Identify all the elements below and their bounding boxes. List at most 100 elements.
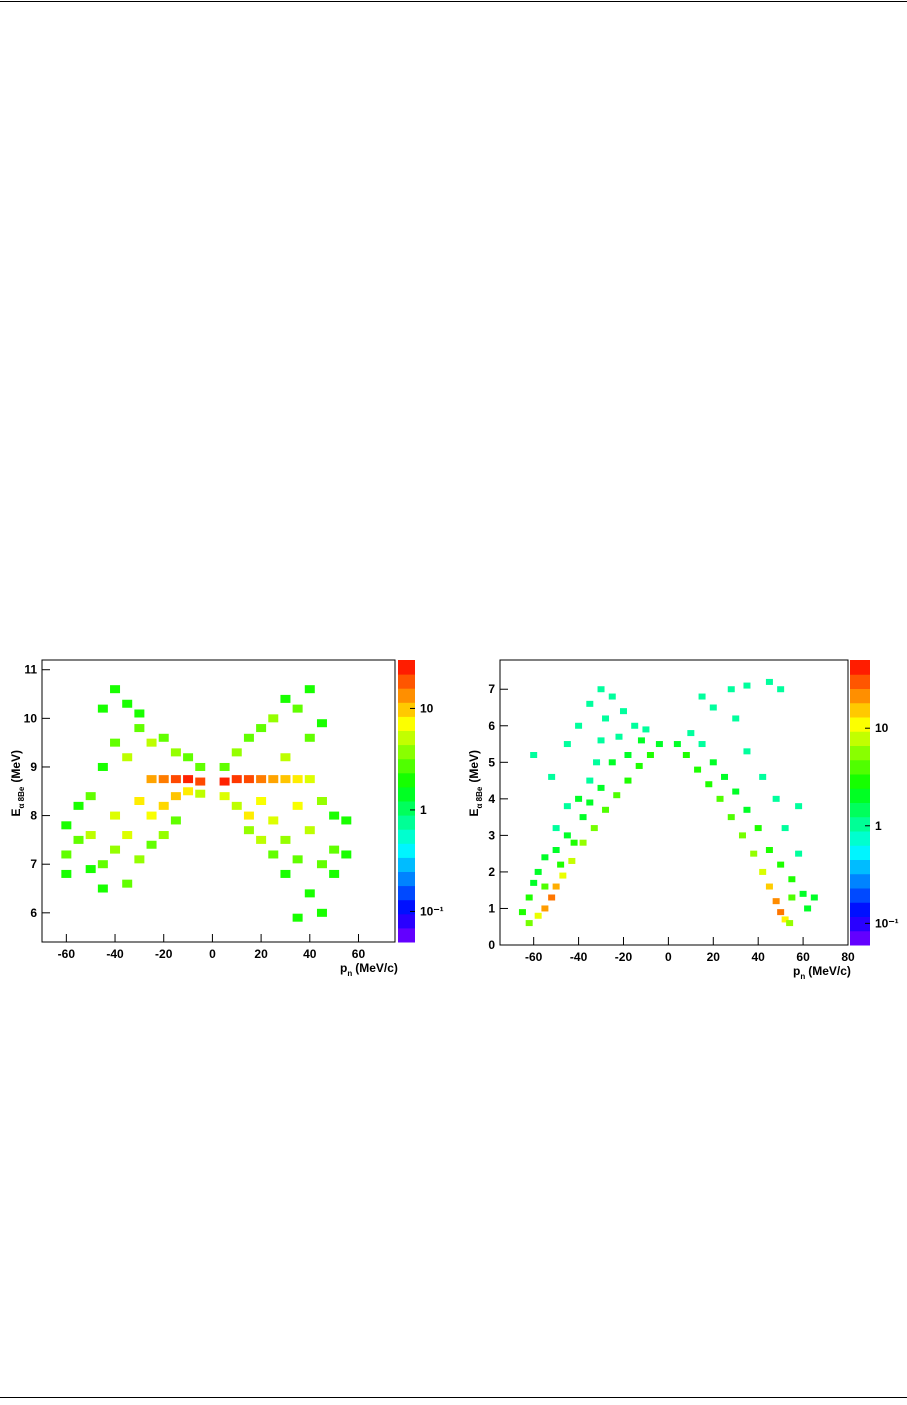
cell bbox=[765, 678, 773, 685]
x-tick-label: 80 bbox=[841, 950, 855, 964]
cell bbox=[146, 840, 157, 849]
cell bbox=[243, 811, 254, 820]
cell bbox=[219, 792, 230, 801]
cell bbox=[568, 857, 576, 864]
colorbar-tick-label: 10⁻¹ bbox=[420, 904, 444, 918]
x-tick-label: 40 bbox=[303, 947, 317, 961]
cell bbox=[597, 737, 605, 744]
colorbar-step bbox=[850, 717, 870, 732]
cell bbox=[146, 811, 157, 820]
cell bbox=[799, 890, 807, 897]
cell bbox=[158, 801, 169, 810]
cell bbox=[195, 777, 206, 786]
label-part: (MeV) bbox=[467, 750, 481, 783]
cell bbox=[777, 861, 785, 868]
cell bbox=[804, 905, 812, 912]
label-part: E bbox=[467, 809, 481, 817]
label-sub: α 8Be bbox=[17, 786, 26, 808]
cell bbox=[280, 869, 291, 878]
cell bbox=[530, 879, 538, 886]
cell bbox=[765, 847, 773, 853]
cell bbox=[575, 722, 583, 729]
colorbar-step bbox=[398, 913, 415, 929]
colorbar-step bbox=[398, 688, 415, 703]
cell bbox=[602, 806, 610, 813]
cell bbox=[646, 752, 654, 758]
label-sub: n bbox=[347, 969, 352, 978]
cell bbox=[559, 872, 567, 879]
colorbar-step bbox=[850, 788, 870, 803]
cell bbox=[750, 850, 758, 857]
y-tick-label: 2 bbox=[488, 865, 495, 879]
cell bbox=[743, 806, 751, 813]
cell bbox=[304, 889, 315, 898]
cell bbox=[534, 868, 542, 875]
cell bbox=[231, 775, 242, 784]
cell bbox=[170, 816, 181, 825]
cell bbox=[304, 733, 315, 742]
label-sub: α 8Be bbox=[475, 786, 484, 808]
cell bbox=[170, 775, 181, 784]
x-tick-label: -40 bbox=[570, 950, 588, 964]
cell bbox=[97, 860, 108, 869]
x-tick-label: -40 bbox=[106, 947, 124, 961]
cell bbox=[541, 854, 549, 861]
cell bbox=[552, 883, 560, 890]
cell bbox=[727, 814, 735, 821]
cell bbox=[518, 909, 526, 916]
cell bbox=[525, 920, 533, 927]
cell bbox=[110, 811, 121, 820]
cell bbox=[292, 775, 303, 784]
cell bbox=[329, 811, 340, 820]
cell bbox=[637, 737, 645, 744]
colorbar-step bbox=[850, 916, 870, 932]
colorbar-tick-label: 10 bbox=[875, 721, 889, 735]
colorbar-step bbox=[850, 731, 870, 746]
cell bbox=[781, 825, 789, 832]
colorbar-step bbox=[398, 744, 415, 760]
cell bbox=[655, 741, 663, 748]
cell bbox=[73, 801, 84, 810]
chart: -60 -40 -20 0 20 40 60 80 0 1 2 3 4 5 6 7 pn (MeV/c) Eα 8B… bbox=[467, 659, 899, 981]
cell bbox=[602, 715, 610, 722]
colorbar-step bbox=[398, 829, 415, 844]
cell bbox=[256, 775, 267, 784]
cell bbox=[110, 685, 121, 694]
x-tick-label: -60 bbox=[525, 950, 543, 964]
cell bbox=[110, 845, 121, 854]
cell bbox=[586, 777, 594, 784]
cell bbox=[786, 920, 794, 927]
cell bbox=[795, 803, 803, 810]
colorbar-step bbox=[850, 802, 870, 818]
cell bbox=[597, 686, 605, 693]
cell bbox=[122, 753, 133, 762]
cell bbox=[256, 835, 267, 844]
cell bbox=[146, 738, 157, 747]
cell bbox=[85, 865, 96, 874]
label-part: (MeV/c) bbox=[355, 961, 398, 975]
colorbar-step bbox=[398, 815, 415, 830]
cell bbox=[635, 762, 643, 769]
cell bbox=[316, 908, 327, 917]
cell bbox=[563, 832, 571, 839]
cell bbox=[788, 894, 796, 901]
cell bbox=[256, 797, 267, 805]
cell bbox=[292, 801, 303, 810]
x-tick-label: 0 bbox=[209, 947, 216, 961]
colorbar-step bbox=[850, 816, 870, 832]
cell bbox=[292, 704, 303, 713]
cell bbox=[743, 748, 751, 755]
cell bbox=[593, 759, 601, 766]
cell bbox=[548, 773, 556, 780]
colorbar-step bbox=[398, 660, 415, 675]
y-tick-label: 11 bbox=[24, 663, 37, 677]
y-tick-label: 10 bbox=[24, 711, 38, 725]
cell bbox=[122, 879, 133, 888]
colorbar-step bbox=[850, 702, 870, 718]
label-part: (MeV) bbox=[9, 750, 23, 783]
cell bbox=[613, 792, 621, 799]
colorbar-step bbox=[850, 888, 870, 903]
cell bbox=[231, 801, 242, 810]
cell bbox=[759, 868, 767, 875]
cell bbox=[810, 894, 818, 901]
